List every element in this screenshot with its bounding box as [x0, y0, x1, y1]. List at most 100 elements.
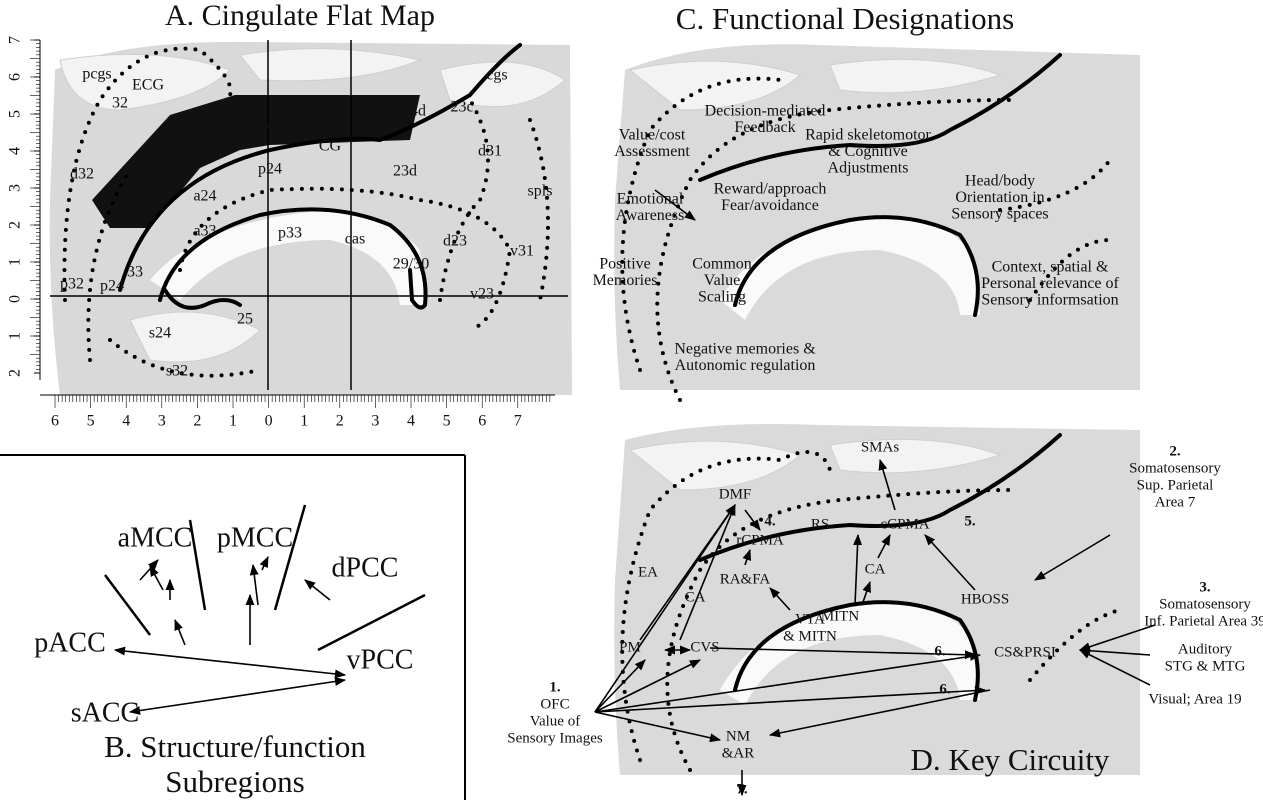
circuit-label: CA: [685, 589, 706, 605]
circuit-label: CS&PRSI: [994, 644, 1056, 660]
subregion-label: sACC: [71, 697, 139, 728]
region-label: d32: [70, 166, 94, 183]
region-label: v23: [470, 286, 494, 303]
x-ruler-label: 5: [443, 413, 451, 430]
x-ruler-label: 5: [87, 413, 95, 430]
circuit-label: Sensory Images: [507, 730, 603, 746]
function-label: Scaling: [698, 289, 746, 306]
region-label: p24: [258, 161, 282, 178]
circuit-label: SMAs: [861, 439, 900, 455]
function-label: Adjustments: [828, 160, 909, 177]
circuit-label: CA: [865, 561, 886, 577]
region-label: p24: [100, 278, 124, 295]
circuit-label: RA&FA: [720, 571, 771, 587]
circuit-label: &AR: [722, 745, 755, 761]
region-label: 29/30: [393, 256, 429, 273]
circuit-label: Visual; Area 19: [1148, 691, 1241, 707]
x-ruler-label: 2: [193, 413, 201, 430]
region-label: a33: [193, 223, 216, 240]
circuit-label: 5.: [964, 513, 976, 529]
circuit-label: Area 7: [1155, 494, 1196, 510]
region-label: s32: [166, 363, 188, 380]
circuit-label: 3.: [1199, 579, 1211, 595]
circuit-label: NM: [726, 728, 750, 744]
circuit-label: EA: [638, 564, 658, 580]
function-label: Common: [692, 256, 752, 273]
panel-title: A. Cingulate Flat Map: [165, 0, 435, 32]
circuit-label: Auditory: [1178, 641, 1233, 657]
subregion-label: vPCC: [347, 644, 414, 675]
figure: A. Cingulate Flat Mappcgs32ECGcgs23c24dp…: [0, 0, 1263, 800]
x-ruler-label: 4: [407, 413, 415, 430]
y-ruler-label: 2: [7, 369, 24, 377]
x-ruler-label: 7: [514, 413, 522, 430]
region-label: spls: [528, 183, 553, 200]
region-label: ECG: [132, 77, 164, 94]
region-label: cas: [345, 231, 365, 248]
circuit-label: Inf. Parietal Area 39: [1144, 613, 1263, 629]
subregion-label: pACC: [34, 627, 106, 658]
y-ruler-label: 4: [7, 147, 24, 155]
region-label: v31: [510, 243, 534, 260]
subregion-label: pMCC: [217, 522, 293, 553]
function-label: Personal relevance of: [981, 275, 1119, 292]
x-ruler-label: 3: [158, 413, 166, 430]
function-label: Value: [704, 272, 740, 289]
function-label: Context, spatial &: [992, 259, 1109, 276]
y-ruler-label: 6: [7, 73, 24, 81]
region-label: pcgs: [82, 66, 111, 83]
function-label: Decision-mediated: [705, 103, 826, 120]
circuit-label: 2.: [1169, 443, 1181, 459]
function-label: Positive: [599, 256, 651, 273]
circuit-label: rCPMA: [736, 532, 784, 548]
y-ruler-label: 0: [7, 295, 24, 303]
circuit-label: MITN: [821, 608, 859, 624]
region-label: 23d: [393, 163, 417, 180]
circuit-label: 1.: [549, 679, 561, 695]
function-label: Feedback: [734, 119, 795, 136]
function-label: Rapid skeletomotor: [805, 127, 931, 144]
region-label: d23: [443, 233, 467, 250]
function-label: Emotional: [617, 191, 684, 208]
x-ruler-label: 1: [300, 413, 308, 430]
region-label: p24c: [242, 117, 273, 134]
circuit-label: CVS: [690, 639, 719, 655]
function-label: Assessment: [614, 143, 690, 160]
circuit-label: HBOSS: [961, 591, 1009, 607]
circuit-label: cCPMA: [880, 516, 929, 532]
function-label: Value/cost: [619, 127, 686, 144]
subregion-label: aMCC: [118, 522, 193, 553]
x-ruler-label: 0: [265, 413, 273, 430]
region-label: CG: [319, 138, 342, 155]
circuit-label: OFC: [540, 696, 569, 712]
function-label: Fear/avoidance: [721, 197, 819, 214]
function-label: Head/body: [965, 173, 1035, 190]
subregion-label: dPCC: [332, 552, 399, 583]
function-label: Memories: [593, 272, 658, 289]
circuit-label: Somatosensory: [1159, 596, 1251, 612]
x-ruler-label: 3: [371, 413, 379, 430]
x-ruler-label: 4: [122, 413, 130, 430]
region-label: p32: [60, 276, 84, 293]
function-label: Reward/approach: [714, 181, 827, 198]
function-label: & Cognitive: [828, 143, 908, 160]
region-label: cgs: [486, 67, 507, 84]
y-ruler-label: 5: [7, 110, 24, 118]
x-ruler-label: 1: [229, 413, 237, 430]
circuit-label: 7.: [736, 781, 748, 797]
region-label: a24: [193, 188, 216, 205]
x-ruler-label: 6: [478, 413, 486, 430]
region-label: a24c: [135, 148, 165, 165]
region-label: d31: [478, 143, 502, 160]
function-label: Sensory informsation: [981, 292, 1118, 309]
circuit-label: 4.: [764, 513, 776, 529]
circuit-label: Sup. Parietal: [1137, 477, 1214, 493]
circuit-label: 6.: [939, 681, 951, 697]
circuit-label: Somatosensory: [1129, 460, 1221, 476]
function-label: Sensory spaces: [951, 206, 1048, 223]
circuit-label: RS: [811, 516, 829, 532]
panel-title: B. Structure/function: [104, 729, 366, 764]
y-ruler-label: 2: [7, 221, 24, 229]
region-label: 23c: [450, 99, 473, 116]
y-ruler-label: 7: [7, 36, 24, 44]
